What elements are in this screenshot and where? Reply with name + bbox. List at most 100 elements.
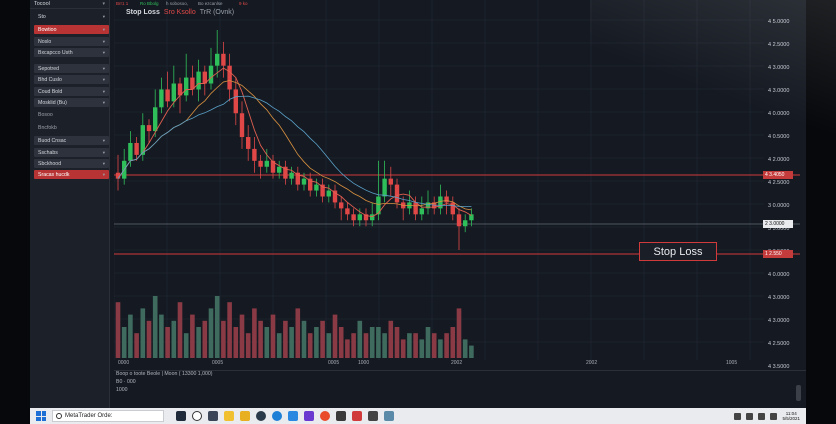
chevron-down-icon[interactable]: ▾: [102, 160, 105, 166]
sidebar-item[interactable]: Sracas hucdk ▾: [34, 170, 109, 179]
sidebar-item[interactable]: Noslo ▾: [34, 37, 109, 46]
clock[interactable]: 11:04 5/5/2021: [782, 411, 800, 421]
volume-bar: [252, 308, 257, 358]
candle-body: [351, 214, 356, 221]
sidebar-header[interactable]: Tocool ▾: [30, 0, 109, 9]
sidebar-item[interactable]: Mosklid (Bu) ▾: [34, 98, 109, 107]
candle-body: [227, 65, 232, 90]
price-axis-label: 4 0.0000: [768, 111, 790, 117]
volume-bar: [382, 333, 387, 358]
symbol-price: TrR (Ovnk): [199, 9, 235, 16]
chevron-down-icon[interactable]: ▾: [102, 149, 105, 155]
sidebar-item[interactable]: Sepotred ▾: [34, 64, 109, 73]
volume-bar: [425, 327, 431, 358]
volume-bar: [128, 314, 133, 358]
candlestick-chart[interactable]: [114, 0, 800, 370]
chevron-down-icon[interactable]: ▾: [102, 88, 105, 94]
sidebar-item-label: Bosoo: [38, 111, 53, 118]
candle-body: [456, 214, 462, 227]
chevron-down-icon[interactable]: ▾: [102, 99, 105, 105]
taskbar: MetaTrader Orde: 11:04 5/5/2021: [30, 408, 806, 424]
app-icon[interactable]: [304, 411, 314, 421]
volume-bar: [289, 327, 294, 358]
trading-app-window: Tocool ▾ Sto ▾ Bowtioo ▾ Noslo ▾ Bxcapcco Usth…: [30, 0, 806, 408]
sidebar-item-label: Sepotred: [38, 65, 60, 72]
volume-bar: [314, 327, 319, 358]
search-icon: [56, 413, 62, 419]
mail-icon[interactable]: [288, 411, 298, 421]
candle-body: [215, 53, 220, 66]
volume-bar: [276, 333, 282, 358]
moving-average-slow: [117, 95, 472, 207]
candle-body: [345, 208, 350, 215]
volume-bar: [320, 320, 325, 358]
volume-bar: [376, 327, 381, 358]
battery-icon[interactable]: [770, 412, 778, 420]
sidebar-item[interactable]: Buod Cnsac ▾: [34, 136, 109, 145]
volume-bar: [177, 302, 183, 358]
volume-bar: [264, 327, 270, 358]
chevron-up-icon[interactable]: [734, 412, 742, 420]
search-icon[interactable]: [192, 411, 202, 421]
volume-bar: [419, 339, 425, 358]
sidebar-item[interactable]: Bncfokb: [34, 123, 109, 132]
sidebar-item-label: Bncfokb: [38, 124, 57, 131]
sidebar-item[interactable]: Bxcapcco Usth ▾: [34, 48, 109, 57]
volume-icon[interactable]: [758, 412, 766, 420]
sidebar-item[interactable]: Bowtioo ▾: [34, 25, 109, 34]
settings-icon[interactable]: [256, 411, 266, 421]
volume-bar: [326, 333, 332, 358]
sidebar-item[interactable]: Sto ▾: [34, 12, 109, 21]
candle-body: [332, 190, 338, 203]
bottom-scrollbar[interactable]: [796, 385, 801, 401]
chevron-down-icon[interactable]: ▾: [102, 171, 105, 177]
volume-bar: [227, 302, 232, 358]
file-explorer-icon[interactable]: [224, 411, 234, 421]
candle-body: [357, 214, 362, 221]
sidebar-item-label: Bhd Cuslo: [38, 76, 62, 83]
app-icon[interactable]: [336, 411, 346, 421]
top-tag: Brr1 1: [116, 1, 129, 6]
candle-body: [376, 196, 381, 215]
volume-bar: [307, 333, 313, 358]
price-chart[interactable]: Brr1 1 Ro Bbolg h sobosoo, Bo ezcanlse 9…: [114, 0, 800, 370]
volume-bar: [270, 314, 276, 358]
taskbar-search[interactable]: MetaTrader Orde:: [52, 410, 164, 422]
sidebar-item[interactable]: Sbckhood ▾: [34, 159, 109, 168]
app-icon[interactable]: [368, 411, 378, 421]
chevron-down-icon[interactable]: ▾: [102, 1, 105, 7]
sidebar-item[interactable]: Bhd Cuslo ▾: [34, 75, 109, 84]
sidebar-item[interactable]: Coud Bold ▾: [34, 87, 109, 96]
candle-body: [339, 202, 344, 209]
volume-bar: [214, 296, 220, 358]
edge-browser-icon[interactable]: [272, 411, 282, 421]
bottom-info-line: 1000: [116, 387, 128, 393]
chevron-down-icon[interactable]: ▾: [102, 65, 105, 71]
stop-loss-label[interactable]: Stop Loss: [639, 242, 717, 261]
sidebar-item[interactable]: Bosoo: [34, 110, 109, 119]
app-icon[interactable]: [352, 411, 362, 421]
chevron-down-icon[interactable]: ▾: [102, 38, 105, 44]
candle-body: [153, 107, 158, 132]
widgets-icon[interactable]: [208, 411, 218, 421]
candle-body: [270, 160, 276, 173]
candle-body: [115, 172, 121, 179]
volume-bar: [159, 314, 164, 358]
candle-body: [184, 77, 189, 96]
chevron-down-icon[interactable]: ▾: [102, 49, 105, 55]
metatrader-icon[interactable]: [384, 411, 394, 421]
chevron-down-icon[interactable]: ▾: [102, 76, 105, 82]
chevron-down-icon[interactable]: ▾: [102, 26, 105, 32]
chrome-icon[interactable]: [320, 411, 330, 421]
network-icon[interactable]: [746, 412, 754, 420]
candle-body: [320, 184, 325, 197]
folder-icon[interactable]: [240, 411, 250, 421]
volume-bar: [400, 339, 406, 358]
sidebar-item[interactable]: Sschabs ▾: [34, 148, 109, 157]
task-view-icon[interactable]: [176, 411, 186, 421]
windows-start-icon[interactable]: [36, 411, 46, 421]
sidebar: Tocool ▾ Sto ▾ Bowtioo ▾ Noslo ▾ Bxcapcco Usth…: [30, 0, 110, 408]
chevron-down-icon[interactable]: ▾: [102, 13, 105, 19]
chevron-down-icon[interactable]: ▾: [102, 137, 105, 143]
volume-bar: [369, 327, 375, 358]
